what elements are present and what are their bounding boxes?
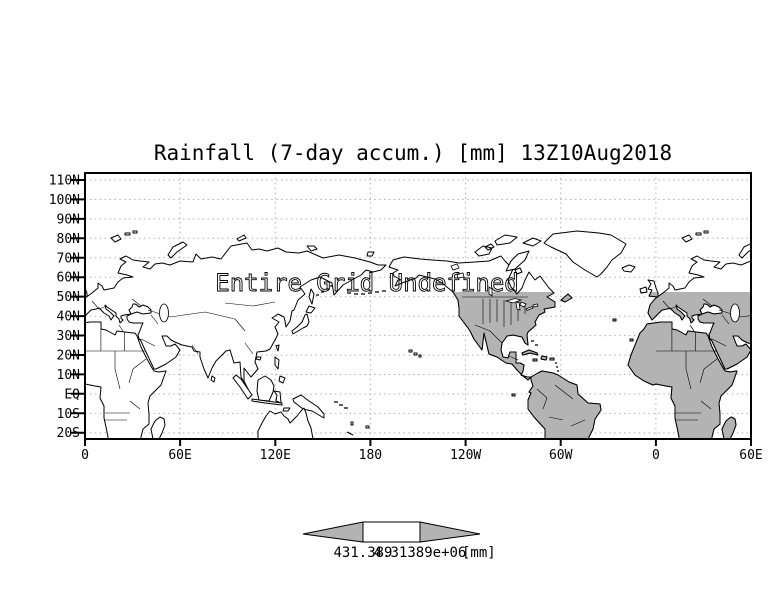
lat-label: EQ xyxy=(64,387,80,402)
lon-label: 120E xyxy=(260,448,291,463)
colorbar-max-label: 4.31389e+06 xyxy=(374,545,467,561)
colorbar-min-label: 431.389 xyxy=(333,545,392,561)
lat-label: 30N xyxy=(57,329,80,344)
lat-label: 80N xyxy=(57,232,80,247)
lat-label: 90N xyxy=(57,212,80,227)
colorbar-units-label: [mm] xyxy=(462,545,496,561)
island-chain-dashes xyxy=(316,285,559,436)
lon-label: 0 xyxy=(652,448,660,463)
colorbar-left-arrow xyxy=(302,521,364,543)
lat-label: 40N xyxy=(57,310,80,325)
lon-label: 120W xyxy=(450,448,481,463)
lat-axis-labels: 110N 100N 90N 80N 70N 60N 50N 40N 30N 20… xyxy=(49,174,80,442)
undefined-grid-watermark: Entire Grid Undefined xyxy=(215,269,518,297)
lakes-layer xyxy=(159,263,740,323)
lat-label: 100N xyxy=(49,193,80,208)
lat-label: 50N xyxy=(57,290,80,305)
colorbar: 431.389 4.31389e+06 [mm] xyxy=(302,521,496,561)
lat-label: 10N xyxy=(57,368,80,383)
lon-label: 60E xyxy=(168,448,191,463)
plot-title: Rainfall (7-day accum.) [mm] 13Z10Aug201… xyxy=(154,141,672,165)
lon-label: 180 xyxy=(359,448,382,463)
lon-axis-labels: 0 60E 120E 180 120W 60W 0 60E xyxy=(81,448,763,463)
lat-label: 70N xyxy=(57,251,80,266)
axis-ticks xyxy=(71,179,752,446)
lat-label: 60N xyxy=(57,271,80,286)
colorbar-right-arrow xyxy=(419,521,481,543)
lon-label: 60E xyxy=(739,448,762,463)
map-frame xyxy=(84,172,752,440)
lat-label: 110N xyxy=(49,174,80,189)
lon-label: 60W xyxy=(549,448,573,463)
colorbar-box xyxy=(362,521,421,543)
map-panel: Entire Grid Undefined xyxy=(85,173,751,439)
lat-label: 10S xyxy=(57,407,80,422)
lat-label: 20S xyxy=(57,426,80,441)
lat-label: 20N xyxy=(57,349,80,364)
lon-label: 0 xyxy=(81,448,89,463)
